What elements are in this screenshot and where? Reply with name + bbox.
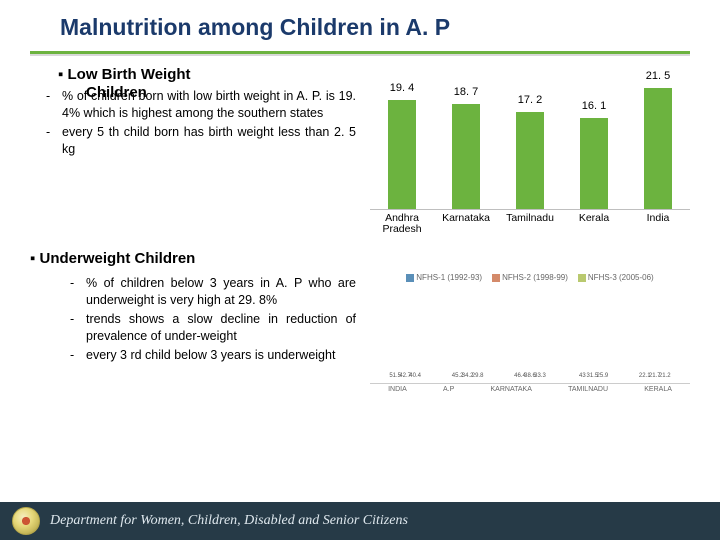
list-item: % of children below 3 years in A. P who …	[70, 275, 356, 309]
list-item: every 3 rd child below 3 years is underw…	[70, 347, 356, 364]
section2-heading: ▪ Underweight Children	[30, 250, 720, 267]
section1-heading-line1: Low Birth Weight	[68, 66, 191, 83]
page-title: Malnutrition among Children in A. P	[60, 14, 720, 41]
bar: 17. 2	[516, 112, 544, 209]
bar-value-label: 21. 5	[633, 70, 683, 82]
list-item: % of children born with low birth weight…	[46, 88, 356, 122]
bar-category-label: Karnataka	[436, 213, 496, 236]
list-item: trends shows a slow decline in reduction…	[70, 311, 356, 345]
section2-heading-text: Underweight Children	[40, 250, 196, 267]
bar: 21. 5	[644, 88, 672, 209]
legend-item: NFHS-1 (1992-93)	[406, 273, 482, 282]
section1-heading: ▪ Low Birth Weight	[58, 66, 356, 84]
bar: 19. 4	[388, 100, 416, 209]
bar-category-label: Andhra Pradesh	[372, 213, 432, 236]
bar-value-label: 17. 2	[505, 94, 555, 106]
bar-value-label: 16. 1	[569, 100, 619, 112]
underweight-trend-chart: NFHS-1 (1992-93) NFHS-2 (1998-99) NFHS-3 (…	[370, 273, 690, 403]
bar-category-label: Kerala	[564, 213, 624, 236]
bar-category-label: A.P	[443, 386, 454, 393]
bar: 16. 1	[580, 118, 608, 209]
bar-category-label: TAMILNADU	[568, 386, 608, 393]
list-item: every 5 th child born has birth weight l…	[46, 124, 356, 158]
govt-emblem-icon	[12, 507, 40, 535]
bar: 18. 7	[452, 104, 480, 209]
low-birth-weight-chart: 19. 4 18. 7 17. 2 16. 1 21. 5 Andhra Pradesh…	[370, 66, 690, 236]
legend-item: NFHS-3 (2005-06)	[578, 273, 654, 282]
bar-category-label: INDIA	[388, 386, 407, 393]
bar-value-label: 25.9	[594, 373, 610, 379]
section2-bullets: % of children below 3 years in A. P who …	[70, 275, 356, 363]
bar-value-label: 21.2	[657, 373, 673, 379]
bar-value-label: 33.3	[532, 373, 548, 379]
bar-value-label: 40.4	[407, 373, 423, 379]
bar-category-label: KARNATAKA	[491, 386, 532, 393]
bar-category-label: Tamilnadu	[500, 213, 560, 236]
footer-text: Department for Women, Children, Disabled…	[50, 513, 408, 529]
bar-value-label: 19. 4	[377, 82, 427, 94]
bar-category-label: KERALA	[644, 386, 672, 393]
footer-bar: Department for Women, Children, Disabled…	[0, 502, 720, 540]
bar-value-label: 29.8	[470, 373, 486, 379]
section1-bullets: % of children born with low birth weight…	[46, 88, 356, 158]
bar-category-label: India	[628, 213, 688, 236]
legend-item: NFHS-2 (1998-99)	[492, 273, 568, 282]
bar-value-label: 18. 7	[441, 86, 491, 98]
